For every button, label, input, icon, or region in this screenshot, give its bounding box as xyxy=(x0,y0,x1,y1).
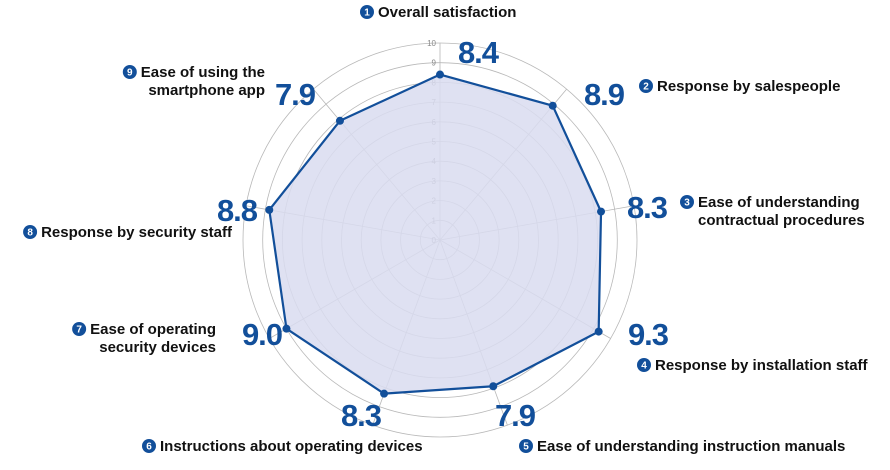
number-badge-label: 8 xyxy=(27,228,33,239)
data-point xyxy=(548,101,557,110)
number-badge-icon xyxy=(519,439,533,453)
number-badge-icon xyxy=(680,195,694,209)
value-label: 8.4 xyxy=(458,35,500,70)
number-badge-label: 5 xyxy=(523,442,529,453)
data-point xyxy=(594,327,603,336)
axis-label: Ease of understanding instruction manual… xyxy=(537,438,845,455)
value-label: 9.3 xyxy=(628,317,669,352)
value-label: 8.9 xyxy=(584,77,625,112)
number-badge-label: 3 xyxy=(684,198,690,209)
data-point xyxy=(489,382,498,391)
value-label: 7.9 xyxy=(495,398,536,433)
number-badge-icon xyxy=(122,65,137,79)
tick-label: 10 xyxy=(427,39,436,48)
axis-label: Response by installation staff xyxy=(655,357,869,374)
value-label: 7.9 xyxy=(275,77,316,112)
axis-label: Response by security staff xyxy=(41,224,233,241)
data-point xyxy=(380,389,389,398)
number-badge-label: 7 xyxy=(76,325,82,336)
data-area xyxy=(268,73,603,395)
value-label: 8.8 xyxy=(217,193,258,228)
value-label: 8.3 xyxy=(341,398,382,433)
value-label: 8.3 xyxy=(627,190,668,225)
number-badge-label: 6 xyxy=(146,442,152,453)
number-badge-icon xyxy=(360,5,374,19)
axis-label: Overall satisfaction xyxy=(378,4,516,21)
data-point xyxy=(335,116,344,125)
number-badge-icon xyxy=(23,225,38,239)
axis-label: Ease of using the smartphone app xyxy=(141,64,265,99)
number-badge-icon xyxy=(639,79,653,93)
data-point xyxy=(597,207,606,216)
value-label: 9.0 xyxy=(242,317,282,352)
data-point xyxy=(265,205,274,214)
axis-label: Ease of operating security devices xyxy=(90,321,216,356)
data-point xyxy=(282,324,291,333)
number-badge-label: 4 xyxy=(641,361,647,372)
axis-label: Instructions about operating devices xyxy=(160,438,423,455)
axis-label: Ease of understanding contractual procedu… xyxy=(698,194,865,229)
number-badge-label: 9 xyxy=(127,68,133,79)
axis-label: Response by salespeople xyxy=(657,78,840,95)
number-badge-icon xyxy=(142,439,156,453)
number-badge-label: 2 xyxy=(643,82,649,93)
number-badge-icon xyxy=(637,358,651,372)
number-badge-icon xyxy=(72,322,87,336)
tick-label: 9 xyxy=(432,59,437,68)
data-point xyxy=(436,70,444,79)
number-badge-label: 1 xyxy=(364,8,370,19)
